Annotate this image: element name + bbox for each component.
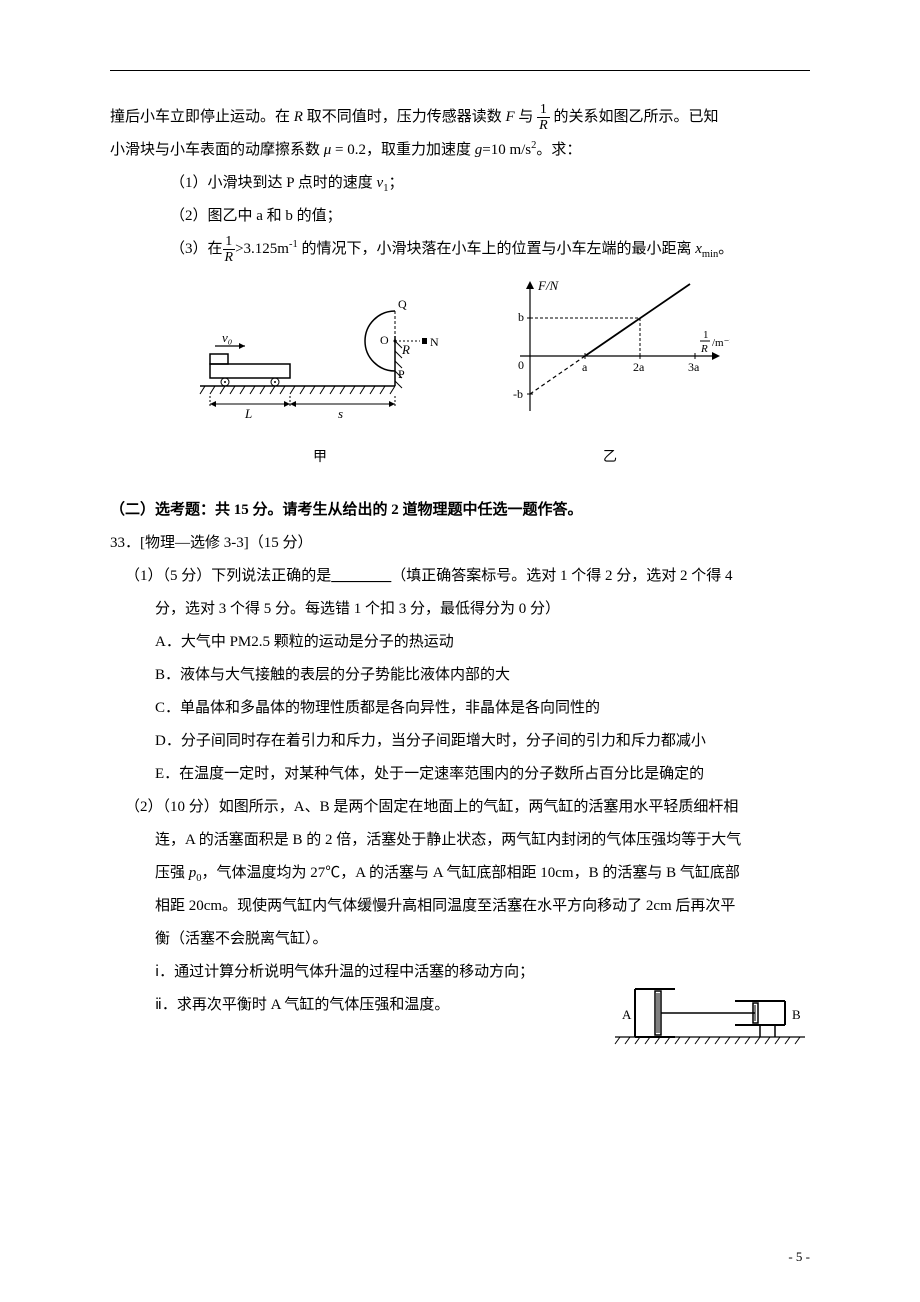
subq-3: （3）在1R>3.125m-1 的情况下，小滑块落在小车上的位置与小车左端的最小… [110, 233, 810, 266]
xlabel-unit: /m⁻¹ [712, 337, 730, 349]
ylabel: F/N [537, 278, 560, 293]
subq-1: （1）小滑块到达 P 点时的速度 v1； [110, 167, 810, 200]
label-B: B [792, 1007, 801, 1022]
figures-row: v₀ L s O R [110, 276, 810, 474]
optB: B．液体与大气接触的表层的分子势能比液体内部的大 [110, 659, 810, 692]
tick-b: b [518, 310, 524, 324]
tick-2a: 2a [633, 360, 645, 374]
svg-text:R: R [700, 343, 708, 355]
optC: C．单晶体和多晶体的物理性质都是各向异性，非晶体是各向同性的 [110, 692, 810, 725]
label-R: R [401, 342, 410, 357]
q33-p1-l1: （1）（5 分）下列说法正确的是＿＿＿＿（填正确答案标号。选对 1 个得 2 分… [110, 560, 810, 593]
q33-p1-l2: 分，选对 3 个得 5 分。每选错 1 个扣 3 分，最低得分为 0 分） [110, 593, 810, 626]
tick-neg-b: -b [513, 387, 523, 401]
var-xmin: x [695, 241, 702, 257]
diagram-cart-track: v₀ L s O R [190, 276, 450, 426]
label-N: N [430, 335, 439, 349]
optE: E．在温度一定时，对某种气体，处于一定速率范围内的分子数所占百分比是确定的 [110, 758, 810, 791]
caption-jia: 甲 [190, 443, 450, 474]
graph-F-vs-1overR: F/N 1 R /m⁻¹ b -b 0 a 2a 3a [490, 276, 730, 426]
figure-yi: F/N 1 R /m⁻¹ b -b 0 a 2a 3a [490, 276, 730, 474]
label-P: P [398, 367, 405, 381]
intro-text-7: =10 m/s [482, 142, 531, 158]
label-L: L [244, 406, 252, 421]
optA: A．大气中 PM2.5 颗粒的运动是分子的热运动 [110, 626, 810, 659]
optD: D．分子间同时存在着引力和斥力，当分子间距增大时，分子间的引力和斥力都减小 [110, 725, 810, 758]
q33-p2-l2: 连，A 的活塞面积是 B 的 2 倍，活塞处于静止状态，两气缸内封闭的气体压强均… [110, 824, 810, 857]
q33-p2-l5: 衡（活塞不会脱离气缸）。 [110, 923, 810, 956]
tick-3a: 3a [688, 360, 700, 374]
intro-text-5: 小滑块与小车表面的动摩擦系数 [110, 142, 324, 158]
figure-cylinders: A B [610, 979, 810, 1062]
blank-answer: ＿＿＿＿ [331, 568, 391, 584]
intro-text-6: = 0.2，取重力加速度 [331, 142, 474, 158]
var-R: R [294, 109, 303, 125]
figure-jia: v₀ L s O R [190, 276, 450, 474]
page-number: - 5 - [788, 1243, 810, 1272]
caption-yi: 乙 [490, 443, 730, 474]
tick-a: a [582, 360, 588, 374]
label-A: A [622, 1007, 632, 1022]
intro-text-3: 与 [515, 109, 538, 125]
intro-text-4: 的关系如图乙所示。已知 [550, 109, 719, 125]
q33-p2-l4: 相距 20cm。现使两气缸内气体缓慢升高相同温度至活塞在水平方向移动了 2cm … [110, 890, 810, 923]
top-separator [110, 70, 810, 71]
q33-p2-l1: （2）（10 分）如图所示，A、B 是两个固定在地面上的气缸，两气缸的活塞用水平… [110, 791, 810, 824]
intro-line1: 撞后小车立即停止运动。在 R 取不同值时，压力传感器读数 F 与 1R 的关系如… [110, 101, 810, 134]
frac-1-over-R: 1R [537, 102, 550, 134]
exam-page: 撞后小车立即停止运动。在 R 取不同值时，压力传感器读数 F 与 1R 的关系如… [0, 0, 920, 1302]
subq-2: （2）图乙中 a 和 b 的值； [110, 200, 810, 233]
label-v0: v₀ [222, 330, 232, 345]
frac-1-over-R-2: 1R [223, 234, 236, 266]
diagram-cylinders: A B [610, 979, 810, 1049]
q33-header: 33．[物理—选修 3-3]（15 分） [110, 527, 810, 560]
label-s: s [338, 406, 343, 421]
label-O: O [380, 333, 389, 347]
label-Q: Q [398, 297, 407, 311]
intro-text-8: 。求： [536, 142, 581, 158]
intro-text-1: 撞后小车立即停止运动。在 [110, 109, 294, 125]
var-F: F [505, 109, 514, 125]
intro-text-2: 取不同值时，压力传感器读数 [303, 109, 506, 125]
tick-0: 0 [518, 358, 524, 372]
svg-text:1: 1 [703, 329, 709, 341]
intro-line2: 小滑块与小车表面的动摩擦系数 μ = 0.2，取重力加速度 g=10 m/s2。… [110, 134, 810, 167]
section2-heading: （二）选考题：共 15 分。请考生从给出的 2 道物理题中任选一题作答。 [110, 494, 810, 527]
q33-p2-l3: 压强 p0，气体温度均为 27℃，A 的活塞与 A 气缸底部相距 10cm，B … [110, 857, 810, 890]
